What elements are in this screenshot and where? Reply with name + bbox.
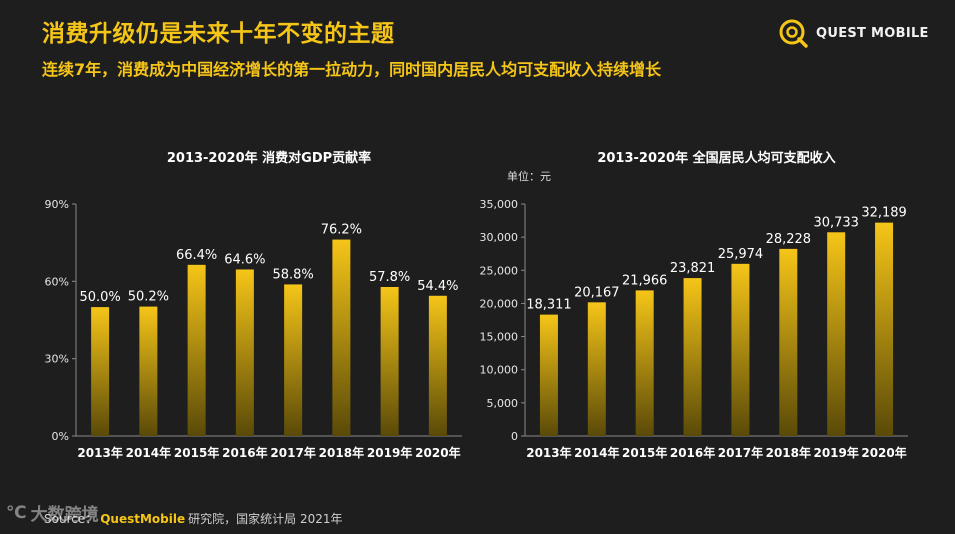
y-tick-label: 5,000: [487, 397, 519, 410]
x-tick-label: 2018年: [319, 445, 364, 460]
y-tick-label: 20,000: [480, 297, 519, 310]
x-tick-label: 2013年: [526, 445, 571, 460]
bar-2013年: [91, 307, 110, 436]
watermark: ℃ 大数跨境: [6, 500, 99, 526]
gdp-contribution-chart: 2013-2020年 消费对GDP贡献率 0% 30% 60% 90% 50.0% 2013…: [45, 150, 462, 460]
data-label: 64.6%: [224, 252, 265, 267]
y-tick-label: 15,000: [480, 331, 519, 344]
x-tick-label: 2017年: [270, 445, 315, 460]
data-label: 50.2%: [128, 290, 169, 305]
chart-title: 2013-2020年 全国居民人均可支配收入: [597, 150, 835, 166]
x-tick-label: 2020年: [415, 445, 460, 460]
source-note: Source： QuestMobile 研究院，国家统计局 2021年: [44, 510, 342, 527]
x-tick-label: 2015年: [174, 445, 219, 460]
bar-2014年: [587, 302, 606, 436]
data-label: 76.2%: [321, 223, 362, 238]
watermark-icon: ℃: [6, 502, 27, 523]
bar-2016年: [235, 269, 254, 436]
bar-2019年: [827, 232, 846, 436]
bar-2020年: [875, 222, 894, 436]
y-tick-label: 30,000: [480, 231, 519, 244]
bar-2017年: [731, 263, 750, 436]
x-tick-label: 2015年: [622, 445, 667, 460]
x-tick-label: 2019年: [367, 445, 412, 460]
y-tick-label: 30%: [45, 353, 69, 366]
data-label: 50.0%: [79, 290, 120, 305]
watermark-text: 大数跨境: [30, 505, 99, 525]
data-label: 57.8%: [369, 270, 410, 285]
source-suffix: 研究院，国家统计局 2021年: [188, 512, 343, 526]
data-label: 58.8%: [272, 267, 313, 282]
x-tick-label: 2018年: [766, 445, 811, 460]
bar-2016年: [683, 278, 702, 436]
x-tick-label: 2016年: [670, 445, 715, 460]
source-prefix: Source：: [44, 512, 98, 526]
y-tick-label: 35,000: [480, 198, 519, 211]
data-label: 20,167: [574, 285, 620, 300]
page-subtitle: 连续7年，消费成为中国经济增长的第一拉动力，同时国内居民人均可支配收入持续增长: [42, 60, 662, 79]
bar-2015年: [635, 290, 654, 436]
data-label: 18,311: [526, 298, 572, 313]
bar-2018年: [779, 248, 798, 436]
unit-label: 单位：元: [507, 169, 551, 183]
y-tick-label: 60%: [45, 275, 69, 288]
data-label: 23,821: [670, 261, 716, 276]
bar-2017年: [284, 284, 303, 436]
x-tick-label: 2017年: [718, 445, 763, 460]
page-title: 消费升级仍是未来十年不变的主题: [42, 21, 395, 47]
data-label: 25,974: [718, 247, 764, 262]
data-label: 21,966: [622, 273, 668, 288]
y-tick-label: 0: [511, 430, 518, 443]
quest-mobile-logo-icon: [779, 19, 808, 48]
source-brand: QuestMobile: [100, 511, 186, 526]
y-tick-label: 90%: [45, 198, 69, 211]
x-tick-label: 2014年: [126, 445, 171, 460]
chart-title: 2013-2020年 消费对GDP贡献率: [167, 150, 371, 166]
y-tick-label: 0%: [52, 430, 69, 443]
x-tick-label: 2014年: [574, 445, 619, 460]
data-label: 54.4%: [417, 279, 458, 294]
x-tick-label: 2016年: [222, 445, 267, 460]
data-label: 28,228: [766, 232, 812, 247]
bar-2018年: [332, 239, 351, 436]
data-label: 32,189: [861, 206, 907, 221]
bar-2020年: [428, 295, 447, 436]
bar-2019年: [380, 287, 399, 436]
quest-mobile-logo: QUEST MOBILE: [778, 18, 929, 48]
y-tick-label: 25,000: [480, 264, 519, 277]
x-tick-label: 2020年: [861, 445, 906, 460]
data-label: 66.4%: [176, 248, 217, 263]
data-label: 30,733: [813, 215, 859, 230]
logo-text: QUEST MOBILE: [816, 25, 929, 41]
bar-2014年: [139, 306, 158, 436]
y-tick-label: 10,000: [480, 364, 519, 377]
x-tick-label: 2019年: [813, 445, 858, 460]
bar-2015年: [187, 264, 206, 436]
bar-2013年: [539, 314, 558, 436]
x-tick-label: 2013年: [77, 445, 122, 460]
